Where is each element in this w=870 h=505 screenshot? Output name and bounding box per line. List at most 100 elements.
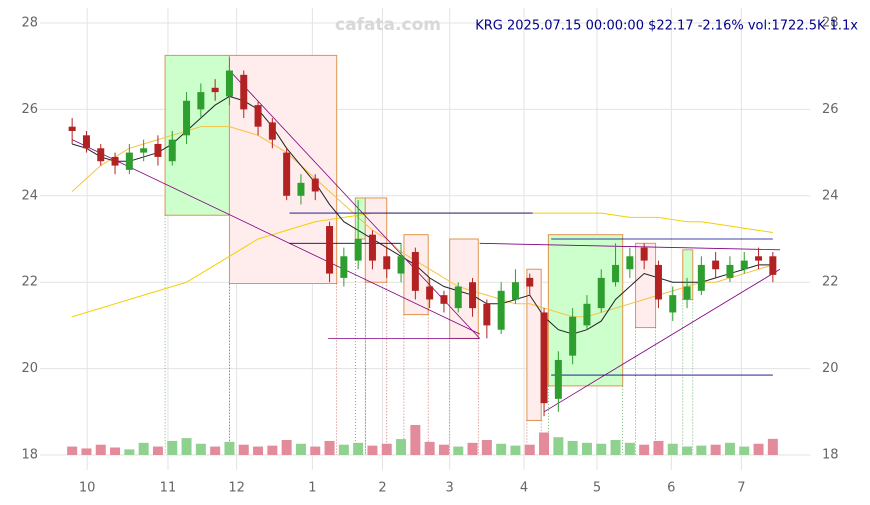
candle-body: [268, 122, 276, 140]
volume-bar: [524, 444, 535, 455]
candle-body: [368, 234, 376, 261]
candle-body: [197, 92, 205, 110]
y-tick-label: 18: [21, 448, 38, 463]
volume-bar: [767, 438, 778, 455]
candle-body: [612, 264, 620, 283]
candle-body: [326, 226, 334, 274]
volume-bar: [724, 442, 735, 455]
candle-body: [125, 152, 133, 170]
volume-bar: [653, 440, 664, 455]
candle-body: [540, 312, 548, 404]
candle-body: [583, 303, 591, 326]
candle-body: [640, 247, 648, 261]
candle-body: [626, 256, 634, 270]
candle-body: [97, 148, 105, 162]
volume-bar: [553, 437, 564, 455]
candle-body: [569, 316, 577, 356]
x-tick-label: 10: [79, 481, 96, 496]
candle-body: [111, 156, 119, 166]
candle-body: [669, 295, 677, 313]
x-tick-label: 2: [378, 481, 386, 496]
candle-body: [554, 359, 562, 399]
candle-body: [140, 148, 148, 153]
candle-body: [697, 264, 705, 291]
y-tick-label-right: 24: [822, 188, 839, 203]
candle-body: [383, 256, 391, 270]
candle-body: [297, 182, 305, 196]
x-tick-label: 12: [228, 481, 245, 496]
volume-bar: [295, 443, 306, 455]
volume-bar: [396, 439, 407, 455]
candle-body: [511, 282, 519, 300]
candle-body: [483, 303, 491, 326]
candle-body: [769, 256, 777, 275]
volume-bar: [195, 443, 206, 455]
volume-bar: [667, 443, 678, 455]
candle-body: [183, 100, 191, 136]
candle-body: [340, 256, 348, 278]
zone: [164, 54, 230, 216]
volume-bar: [639, 444, 650, 455]
x-tick-label: 6: [667, 481, 675, 496]
x-tick-label: 3: [446, 481, 454, 496]
candle-body: [712, 260, 720, 270]
volume-bar: [539, 432, 550, 455]
candle-body: [726, 264, 734, 278]
y-tick-label-right: 18: [822, 448, 839, 463]
zone: [364, 197, 388, 283]
volume-bar: [167, 440, 178, 455]
candle-body: [240, 74, 248, 110]
y-tick-label: 28: [21, 16, 38, 31]
trend-line: [543, 268, 781, 413]
y-tick-label: 24: [21, 188, 38, 203]
zone: [526, 268, 542, 421]
zone: [354, 197, 366, 240]
y-tick-label-right: 28: [822, 16, 839, 31]
candle-body: [168, 139, 176, 162]
volume-bar: [124, 449, 135, 455]
candle-body: [497, 290, 505, 330]
x-tick-label: 5: [593, 481, 601, 496]
volume-bar: [581, 442, 592, 455]
candle-body: [755, 256, 763, 261]
trend-line: [71, 139, 480, 335]
volume-bar: [610, 440, 621, 455]
y-tick-label: 22: [21, 275, 38, 290]
candle-body: [225, 70, 233, 97]
volume-bar: [596, 443, 607, 455]
x-tick-label: 11: [160, 481, 177, 496]
x-tick-label: 1: [308, 481, 316, 496]
volume-bar: [381, 443, 392, 455]
volume-bar: [281, 440, 292, 455]
y-tick-label-right: 22: [822, 275, 839, 290]
volume-bar: [682, 446, 693, 455]
volume-bar: [267, 445, 278, 455]
volume-bar: [496, 443, 507, 455]
volume-bar: [739, 446, 750, 455]
candle-body: [211, 87, 219, 93]
volume-bar: [410, 425, 421, 455]
volume-bar: [310, 446, 321, 455]
volume-bar: [567, 440, 578, 455]
candle-body: [526, 277, 534, 287]
x-tick-label: 4: [520, 481, 528, 496]
volume-bar: [238, 444, 249, 455]
volume-bar: [110, 447, 121, 455]
zone: [682, 249, 694, 300]
volume-bar: [138, 442, 149, 455]
volume-bar: [710, 444, 721, 455]
volume-bar: [181, 438, 192, 455]
candle-body: [740, 260, 748, 270]
x-tick-label: 7: [737, 481, 745, 496]
volume-bar: [353, 442, 364, 455]
candle-body: [311, 178, 319, 192]
candle-body: [597, 277, 605, 309]
volume-bar: [253, 446, 264, 455]
volume-bar: [81, 448, 92, 455]
candle-body: [654, 264, 662, 300]
volume-bar: [453, 446, 464, 455]
volume-bar: [67, 446, 78, 455]
volume-bar: [481, 440, 492, 455]
volume-bar: [95, 444, 106, 455]
candle-body: [411, 251, 419, 291]
